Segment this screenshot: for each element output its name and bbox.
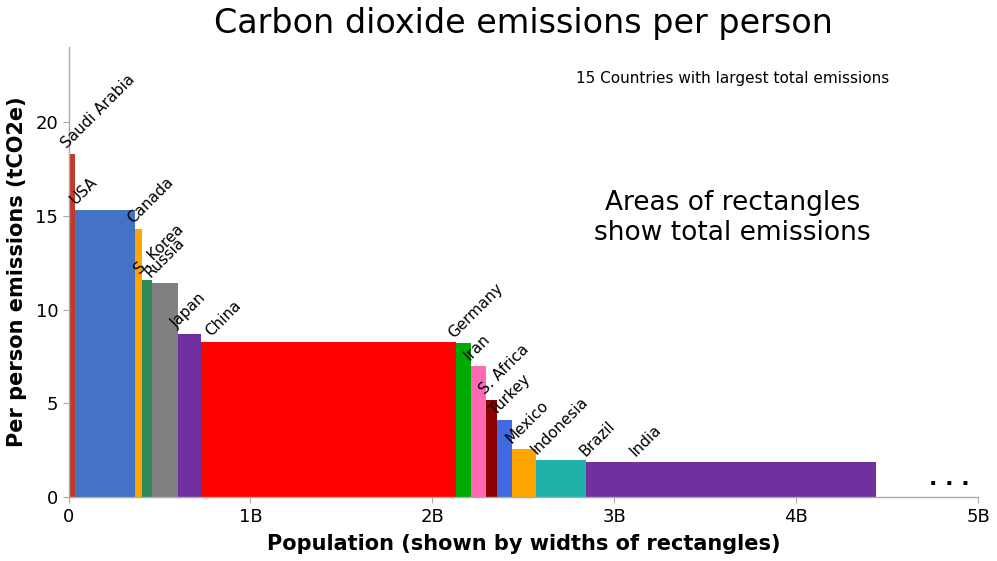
Text: S. Africa: S. Africa [477, 342, 531, 397]
Text: Indonesia: Indonesia [528, 394, 591, 457]
Bar [142, 279, 152, 497]
Bar [152, 283, 177, 497]
Bar [456, 343, 471, 497]
Text: Japan: Japan [168, 291, 209, 331]
Text: 15 Countries with largest total emissions: 15 Countries with largest total emission… [576, 71, 889, 86]
Text: Areas of rectangles
show total emissions: Areas of rectangles show total emissions [594, 190, 871, 246]
Bar [586, 462, 625, 497]
Y-axis label: Per person emissions (tCO2e): Per person emissions (tCO2e) [7, 96, 27, 447]
Text: Brazil: Brazil [577, 418, 618, 459]
Bar [512, 448, 536, 497]
Bar [625, 462, 875, 497]
Text: S. Korea: S. Korea [132, 222, 187, 277]
Text: India: India [627, 422, 664, 459]
Text: Canada: Canada [125, 174, 176, 226]
Text: China: China [203, 297, 244, 339]
Bar [136, 229, 142, 497]
Bar [487, 399, 498, 497]
Title: Carbon dioxide emissions per person: Carbon dioxide emissions per person [214, 7, 832, 40]
Bar [177, 334, 200, 497]
Bar [200, 342, 456, 497]
Text: Iran: Iran [461, 332, 493, 363]
Bar [75, 210, 136, 497]
Bar [536, 460, 586, 497]
X-axis label: Population (shown by widths of rectangles): Population (shown by widths of rectangle… [266, 534, 780, 554]
Text: Saudi Arabia: Saudi Arabia [58, 72, 138, 151]
Text: Russia: Russia [143, 235, 187, 280]
Text: Turkey: Turkey [488, 371, 533, 417]
Bar [69, 154, 75, 497]
Text: Mexico: Mexico [503, 397, 551, 445]
Text: USA: USA [68, 174, 101, 208]
Bar [498, 420, 512, 497]
Bar [471, 366, 487, 497]
Text: Germany: Germany [446, 280, 506, 341]
Text: . . .: . . . [929, 468, 969, 489]
